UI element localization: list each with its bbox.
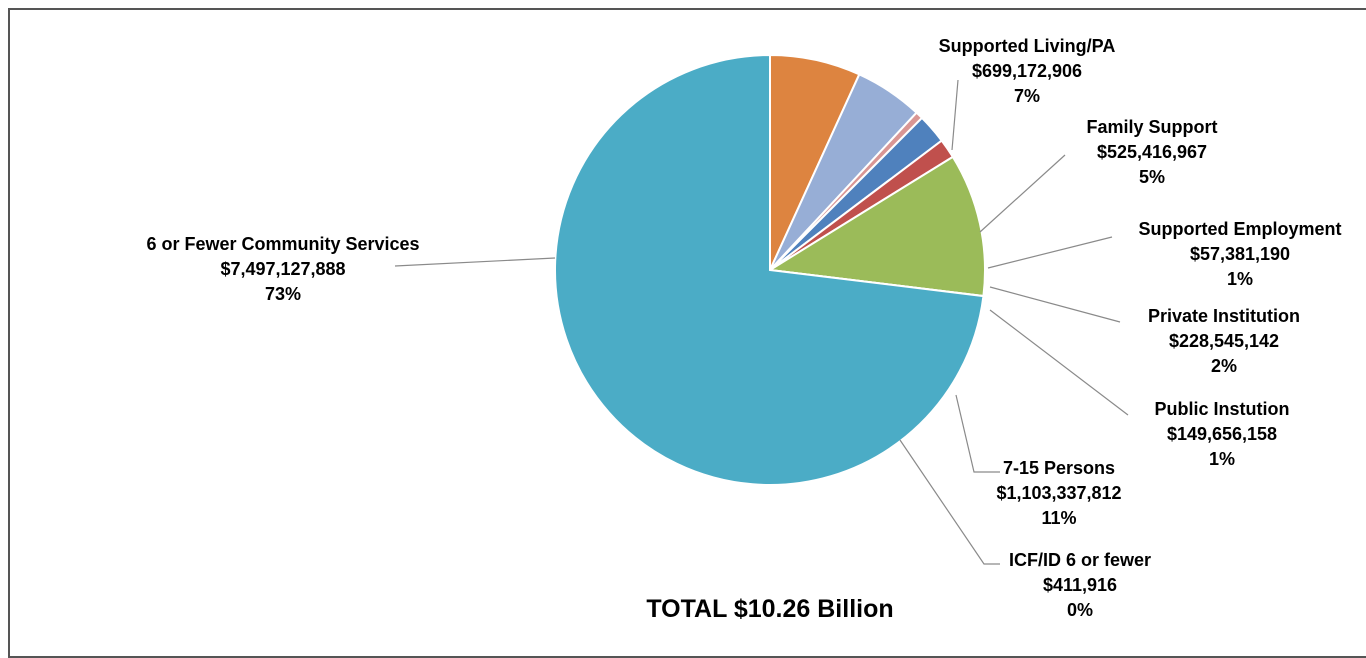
chart-total-title: TOTAL $10.26 Billion [646, 595, 893, 623]
slice-6-or-fewer-community-services [554, 53, 985, 486]
label-family-support: Family Support $525,416,967 5% [1086, 117, 1217, 187]
label-6-or-fewer-community-services: 6 or Fewer Community Services $7,497,127,… [146, 234, 419, 304]
data-label-amount: $57,381,190 [1190, 244, 1290, 264]
label-public-instution: Public Instution $149,656,158 1% [1155, 399, 1290, 469]
data-label-percent: 1% [1227, 269, 1253, 289]
leader-line-6-or-fewer-community-services [394, 257, 556, 267]
data-label-percent: 1% [1209, 449, 1235, 469]
data-label-percent: 73% [265, 284, 301, 304]
label-supported-employment: Supported Employment $57,381,190 1% [1138, 219, 1341, 289]
data-label-name: 6 or Fewer Community Services [146, 234, 419, 254]
data-label-name: Private Institution [1148, 306, 1300, 326]
data-label-percent: 5% [1139, 167, 1165, 187]
leader-line-7-15-persons [955, 394, 1000, 473]
data-label-percent: 0% [1067, 600, 1093, 620]
data-label-name: Supported Employment [1138, 219, 1341, 239]
data-label-name: Family Support [1086, 117, 1217, 137]
slice-labels: Supported Living/PA $699,172,906 7% Family … [146, 36, 1341, 620]
data-label-amount: $525,416,967 [1097, 142, 1207, 162]
leader-line-private-institution [989, 286, 1121, 323]
leader-lines [394, 79, 1129, 565]
data-label-name: ICF/ID 6 or fewer [1009, 550, 1151, 570]
slice-7-15-persons [767, 155, 986, 298]
pie-chart: Supported Living/PA $699,172,906 7% Family … [146, 36, 1341, 623]
label-supported-living-pa: Supported Living/PA $699,172,906 7% [939, 36, 1116, 106]
label-icf-id-6-or-fewer: ICF/ID 6 or fewer $411,916 0% [1009, 550, 1151, 620]
leader-line-public-instution [989, 309, 1129, 416]
data-label-name: Public Instution [1155, 399, 1290, 419]
leader-line-supported-employment [987, 236, 1113, 269]
data-label-amount: $411,916 [1043, 575, 1117, 595]
data-label-name: Supported Living/PA [939, 36, 1116, 56]
data-label-amount: $228,545,142 [1169, 331, 1279, 351]
leader-line-supported-living-pa [951, 79, 959, 151]
data-label-percent: 11% [1041, 508, 1076, 528]
leader-line-icf-id-6-or-fewer [899, 439, 1000, 565]
data-label-amount: $699,172,906 [972, 61, 1082, 81]
data-label-amount: $149,656,158 [1167, 424, 1277, 444]
data-label-amount: $1,103,337,812 [996, 483, 1121, 503]
data-label-percent: 2% [1211, 356, 1237, 376]
data-label-name: 7-15 Persons [1003, 458, 1115, 478]
data-label-percent: 7% [1014, 86, 1040, 106]
pie-slices [554, 53, 986, 486]
label-private-institution: Private Institution $228,545,142 2% [1148, 306, 1300, 376]
label-7-15-persons: 7-15 Persons $1,103,337,812 11% [996, 458, 1121, 528]
data-label-amount: $7,497,127,888 [220, 259, 345, 279]
leader-line-family-support [979, 154, 1066, 233]
